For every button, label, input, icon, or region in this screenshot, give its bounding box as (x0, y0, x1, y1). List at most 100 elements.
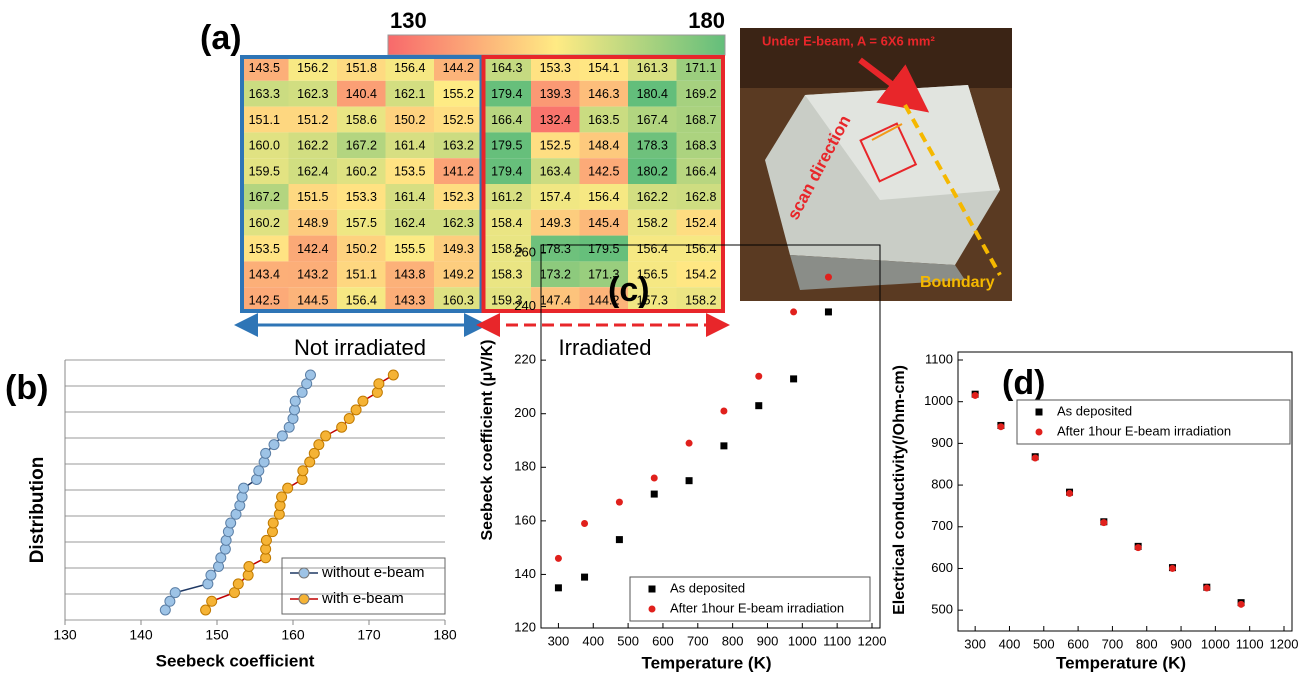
point (790, 375, 798, 383)
cell-label: 158.3 (491, 268, 522, 282)
cell-label: 152.5 (443, 113, 474, 127)
cell-label: 154.1 (588, 61, 619, 75)
point (997, 423, 1005, 431)
point (205, 569, 217, 581)
heat-cell (240, 209, 289, 236)
cell-label: 168.3 (685, 139, 716, 153)
x-tick-label: 1200 (1270, 636, 1299, 651)
y-tick-label: 200 (514, 405, 536, 420)
point (276, 491, 288, 503)
group-box (481, 55, 725, 313)
heat-cell (628, 261, 677, 288)
point (320, 430, 332, 442)
heat-cell (385, 261, 434, 288)
x-tick-label: 140 (129, 627, 153, 643)
y-tick-label: 160 (514, 512, 536, 527)
heat-cell (434, 209, 483, 236)
point (297, 465, 309, 477)
point (164, 595, 176, 607)
cell-label: 147.4 (540, 293, 571, 307)
cell-label: 155.2 (443, 87, 474, 101)
point (373, 378, 385, 390)
heat-cell (531, 132, 580, 159)
cell-label: 142.5 (588, 164, 619, 178)
heat-cell (240, 55, 289, 81)
heat-cell (482, 209, 531, 236)
x-tick-label: 1100 (1236, 636, 1264, 651)
heat-cell (240, 184, 289, 210)
cell-label: 132.4 (540, 113, 571, 127)
heat-cell (676, 80, 725, 107)
cell-label: 167.4 (637, 113, 668, 127)
cell-label: 157.3 (637, 293, 668, 307)
cell-label: 139.3 (540, 87, 571, 101)
legend-label: As deposited (670, 580, 745, 595)
heat-cell (628, 235, 677, 262)
legend-label: After 1hour E-beam irradiation (670, 600, 844, 615)
heat-cell (676, 132, 725, 159)
cell-label: 148.9 (297, 216, 328, 230)
heat-cell (288, 209, 337, 236)
legend-marker (298, 567, 310, 579)
x-tick-label: 1200 (858, 633, 887, 648)
cell-label: 153.5 (249, 242, 280, 256)
heat-cell (337, 55, 386, 81)
cell-label: 151.1 (249, 113, 280, 127)
point (304, 369, 316, 381)
cell-label: 169.2 (685, 87, 716, 101)
heat-cell (337, 80, 386, 107)
cell-label: 160.2 (346, 164, 377, 178)
heat-cell (434, 55, 483, 81)
point (289, 395, 301, 407)
y-tick-label: 600 (931, 560, 953, 575)
point (238, 482, 250, 494)
legend-label: with e-beam (321, 590, 404, 607)
x-tick-label: 170 (357, 627, 381, 643)
cell-label: 158.2 (685, 293, 716, 307)
heat-cell (531, 209, 580, 236)
heat-cell (579, 106, 628, 133)
plot-frame (957, 351, 1293, 632)
panel-label: (a) (200, 19, 242, 57)
heat-cell (676, 184, 725, 210)
point (215, 552, 227, 564)
cell-label: 150.2 (346, 242, 377, 256)
cell-label: 152.3 (443, 190, 474, 204)
point (357, 395, 369, 407)
cell-label: 159.5 (249, 164, 280, 178)
heat-cell (434, 184, 483, 210)
cell-label: 149.3 (540, 216, 571, 230)
point (268, 439, 280, 451)
cell-label: 160.0 (249, 139, 280, 153)
cell-label: 150.2 (394, 113, 425, 127)
heat-cell (482, 55, 531, 81)
cell-label: 163.5 (588, 113, 619, 127)
heat-cell (240, 106, 289, 133)
x-tick-label: 300 (548, 633, 570, 648)
x-tick-label: 1100 (823, 633, 851, 648)
cell-label: 153.3 (346, 190, 377, 204)
point (971, 391, 979, 399)
heat-cell (676, 158, 725, 184)
y-tick-label: 900 (931, 435, 953, 450)
x-tick-label: 500 (1033, 636, 1055, 651)
y-tick-label: 220 (514, 352, 536, 367)
group-label: Irradiated (559, 335, 652, 360)
cell-label: 151.1 (346, 268, 377, 282)
x-tick-label: 130 (53, 627, 77, 643)
heat-cell (240, 158, 289, 184)
cell-label: 171.1 (685, 61, 716, 75)
cell-label: 163.4 (540, 164, 571, 178)
cell-label: 162.1 (394, 87, 425, 101)
heat-cell (337, 132, 386, 159)
heat-cell (240, 132, 289, 159)
point (650, 490, 658, 498)
point (232, 578, 244, 590)
heat-cell (628, 209, 677, 236)
x-tick-label: 300 (964, 636, 986, 651)
heat-cell (531, 55, 580, 81)
point (755, 372, 763, 380)
legend-marker (648, 585, 656, 593)
heat-cell (240, 235, 289, 262)
